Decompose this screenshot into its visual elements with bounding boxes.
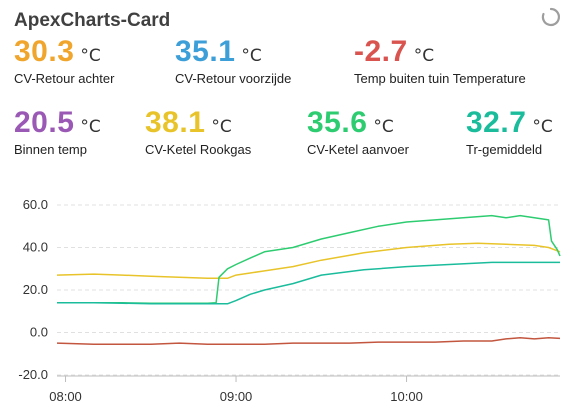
stat-cv-retour-voorzijde[interactable]: 35.1 °C CV-Retour voorzijde bbox=[175, 35, 291, 86]
stat-binnen-temp[interactable]: 20.5 °C Binnen temp bbox=[14, 106, 101, 157]
series-line-3[interactable] bbox=[57, 338, 560, 344]
temperature-line-chart[interactable]: 60.0 40.0 20.0 0.0 -20.008:00 09:00 10:00 bbox=[0, 185, 573, 415]
stat-value: 32.7 bbox=[466, 106, 526, 139]
stat-value: 35.1 bbox=[175, 35, 235, 68]
stat-label: CV-Retour achter bbox=[14, 71, 114, 86]
x-tick-label: 08:00 bbox=[49, 389, 82, 404]
y-tick-label: 20.0 bbox=[23, 282, 48, 297]
stat-label: Temp buiten tuin Temperature bbox=[354, 71, 526, 86]
stat-unit: °C bbox=[80, 46, 100, 66]
stat-value: 20.5 bbox=[14, 106, 74, 139]
stat-unit: °C bbox=[211, 117, 231, 137]
stat-unit: °C bbox=[414, 46, 434, 66]
stat-unit: °C bbox=[532, 117, 552, 137]
y-tick-label: 0.0 bbox=[30, 325, 48, 340]
card-title: ApexCharts-Card bbox=[14, 10, 170, 32]
series-line-0[interactable] bbox=[57, 243, 560, 278]
y-tick-label: 60.0 bbox=[23, 197, 48, 212]
series-line-2[interactable] bbox=[57, 262, 560, 303]
stat-value: 38.1 bbox=[145, 106, 205, 139]
stat-value: 35.6 bbox=[307, 106, 367, 139]
x-tick-label: 09:00 bbox=[220, 389, 253, 404]
x-tick-label: 10:00 bbox=[390, 389, 423, 404]
stat-value: 30.3 bbox=[14, 35, 74, 68]
stat-tr-gemiddeld[interactable]: 32.7 °C Tr-gemiddeld bbox=[466, 106, 553, 157]
stat-label: Binnen temp bbox=[14, 142, 101, 157]
y-tick-label: -20.0 bbox=[18, 367, 48, 382]
y-tick-label: 40.0 bbox=[23, 240, 48, 255]
stat-label: CV-Retour voorzijde bbox=[175, 71, 291, 86]
stat-temp-buiten[interactable]: -2.7 °C Temp buiten tuin Temperature bbox=[354, 35, 526, 86]
stat-unit: °C bbox=[241, 46, 261, 66]
stat-value: -2.7 bbox=[354, 35, 408, 68]
loading-spinner-icon bbox=[540, 6, 562, 28]
stat-cv-ketel-aanvoer[interactable]: 35.6 °C CV-Ketel aanvoer bbox=[307, 106, 409, 157]
stat-cv-ketel-rookgas[interactable]: 38.1 °C CV-Ketel Rookgas bbox=[145, 106, 251, 157]
stat-cv-retour-achter[interactable]: 30.3 °C CV-Retour achter bbox=[14, 35, 114, 86]
stat-unit: °C bbox=[80, 117, 100, 137]
stat-unit: °C bbox=[373, 117, 393, 137]
stat-label: CV-Ketel aanvoer bbox=[307, 142, 409, 157]
stat-label: CV-Ketel Rookgas bbox=[145, 142, 251, 157]
stat-label: Tr-gemiddeld bbox=[466, 142, 553, 157]
